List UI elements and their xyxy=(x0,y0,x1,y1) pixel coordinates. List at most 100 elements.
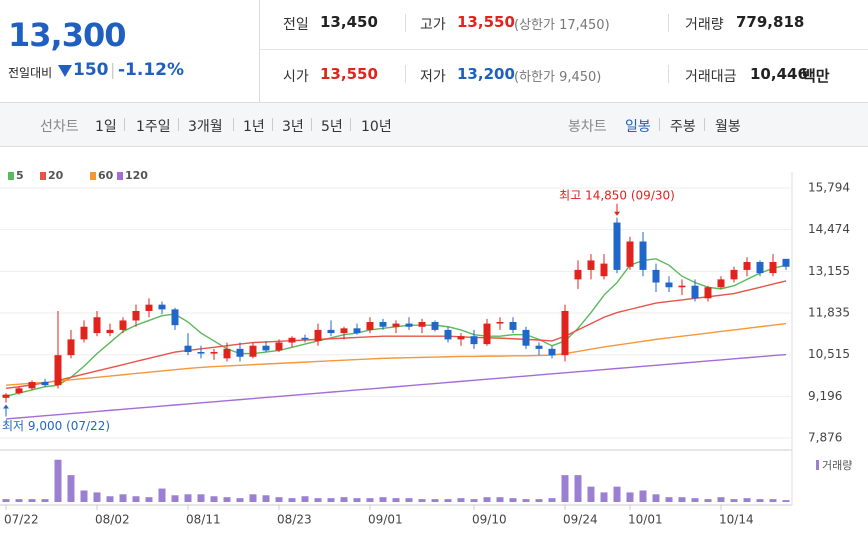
candle-body xyxy=(28,382,36,389)
volume-bar xyxy=(392,498,400,502)
candle-body xyxy=(379,322,387,327)
range-tab[interactable]: 3개월 xyxy=(188,119,223,135)
range-tab[interactable]: 10년 xyxy=(361,119,392,135)
volume-bar xyxy=(93,492,101,502)
col-divider xyxy=(405,65,406,83)
candle-tab[interactable]: 월봉 xyxy=(715,119,741,135)
volume-bar xyxy=(561,475,569,502)
volume-bar xyxy=(639,490,647,502)
candle-label: 봉차트 xyxy=(568,119,607,135)
candle-body xyxy=(67,339,75,356)
candle-body xyxy=(93,317,101,334)
candle-body xyxy=(613,222,621,270)
volume-bar xyxy=(80,490,88,502)
volume-bar xyxy=(587,486,595,502)
candle-body xyxy=(275,342,283,351)
y-tick-label: 14,474 xyxy=(808,222,850,236)
volume-legend-swatch xyxy=(816,460,819,470)
volume-bar xyxy=(210,496,218,502)
col-divider xyxy=(668,14,669,32)
x-tick-label: 08/11 xyxy=(186,513,221,527)
x-tick-label: 10/14 xyxy=(719,513,754,527)
candle-body xyxy=(236,348,244,357)
x-tick-label: 09/10 xyxy=(472,513,507,527)
stat-label: 거래량 xyxy=(685,17,724,33)
col-divider xyxy=(668,65,669,83)
candle-body xyxy=(301,337,309,340)
candle-body xyxy=(509,322,517,330)
volume-bar xyxy=(197,494,205,502)
range-tab[interactable]: 3년 xyxy=(282,119,304,135)
down-arrow xyxy=(58,65,72,77)
stat-value: 13,450 xyxy=(320,13,378,31)
divider: | xyxy=(110,60,116,79)
y-tick-label: 15,794 xyxy=(808,180,850,194)
volume-bar xyxy=(106,496,114,502)
candle-body xyxy=(145,304,153,311)
candle-body xyxy=(366,322,374,330)
volume-bar xyxy=(483,497,491,502)
candle-body xyxy=(600,263,608,277)
tab-bar: 선차트 1일 1주일 3개월 1년 3년 5년 10년 봉차트 일봉 주봉 월봉 xyxy=(0,102,868,147)
legend-swatch xyxy=(117,172,123,180)
candle-body xyxy=(639,241,647,270)
range-tab[interactable]: 5년 xyxy=(321,119,343,135)
candle-body xyxy=(288,337,296,343)
x-tick-label: 09/01 xyxy=(368,513,403,527)
candle-body xyxy=(262,345,270,351)
candle-body xyxy=(210,352,218,354)
current-price: 13,300 xyxy=(8,16,126,54)
candle-body xyxy=(704,287,712,299)
volume-bar xyxy=(340,497,348,502)
row-divider xyxy=(260,49,868,50)
stat-value: 13,200 xyxy=(457,65,515,83)
candle-body xyxy=(197,352,205,354)
col-divider xyxy=(405,14,406,32)
volume-bar xyxy=(418,499,426,502)
volume-bar xyxy=(288,498,296,502)
volume-bar xyxy=(15,499,23,502)
y-tick-label: 7,876 xyxy=(808,431,842,445)
legend-label: 120 xyxy=(125,169,148,182)
volume-bar xyxy=(691,498,699,502)
candle-body xyxy=(54,355,62,386)
candle-body xyxy=(2,394,10,398)
candle-body xyxy=(158,304,166,310)
change-pct: -1.12% xyxy=(118,60,185,80)
volume-bar xyxy=(158,488,166,502)
candle-body xyxy=(457,336,465,340)
range-tab[interactable]: 1일 xyxy=(95,119,117,135)
volume-bar xyxy=(782,500,790,502)
range-tab[interactable]: 1주일 xyxy=(136,119,171,135)
volume-bar xyxy=(405,498,413,502)
high-arrow-head xyxy=(614,211,620,216)
stat-unit: 백만 xyxy=(802,67,830,85)
candle-body xyxy=(444,329,452,340)
legend-label: 60 xyxy=(98,169,114,182)
volume-bar xyxy=(275,497,283,502)
volume-bar xyxy=(28,499,36,502)
y-tick-label: 11,835 xyxy=(808,306,850,320)
stat-label: 전일 xyxy=(283,17,309,33)
candle-tab[interactable]: 주봉 xyxy=(670,119,696,135)
stat-value: 779,818 xyxy=(736,13,805,31)
volume-bar xyxy=(509,498,517,502)
y-tick-label: 10,515 xyxy=(808,347,850,361)
low-annotation: 최저 9,000 (07/22) xyxy=(2,419,110,433)
candle-body xyxy=(743,262,751,270)
volume-bar xyxy=(470,499,478,502)
candle-tab[interactable]: 일봉 xyxy=(625,119,651,135)
x-tick-label: 08/02 xyxy=(95,513,130,527)
candle-body xyxy=(80,326,88,340)
candle-body xyxy=(340,328,348,334)
volume-bar xyxy=(769,499,777,502)
range-tab[interactable]: 1년 xyxy=(243,119,265,135)
candle-body xyxy=(626,241,634,267)
moving-average-line xyxy=(5,280,787,390)
volume-bar xyxy=(704,499,712,502)
candle-body xyxy=(561,310,569,356)
volume-bar xyxy=(756,499,764,502)
candle-body xyxy=(756,262,764,274)
candle-body xyxy=(223,348,231,359)
